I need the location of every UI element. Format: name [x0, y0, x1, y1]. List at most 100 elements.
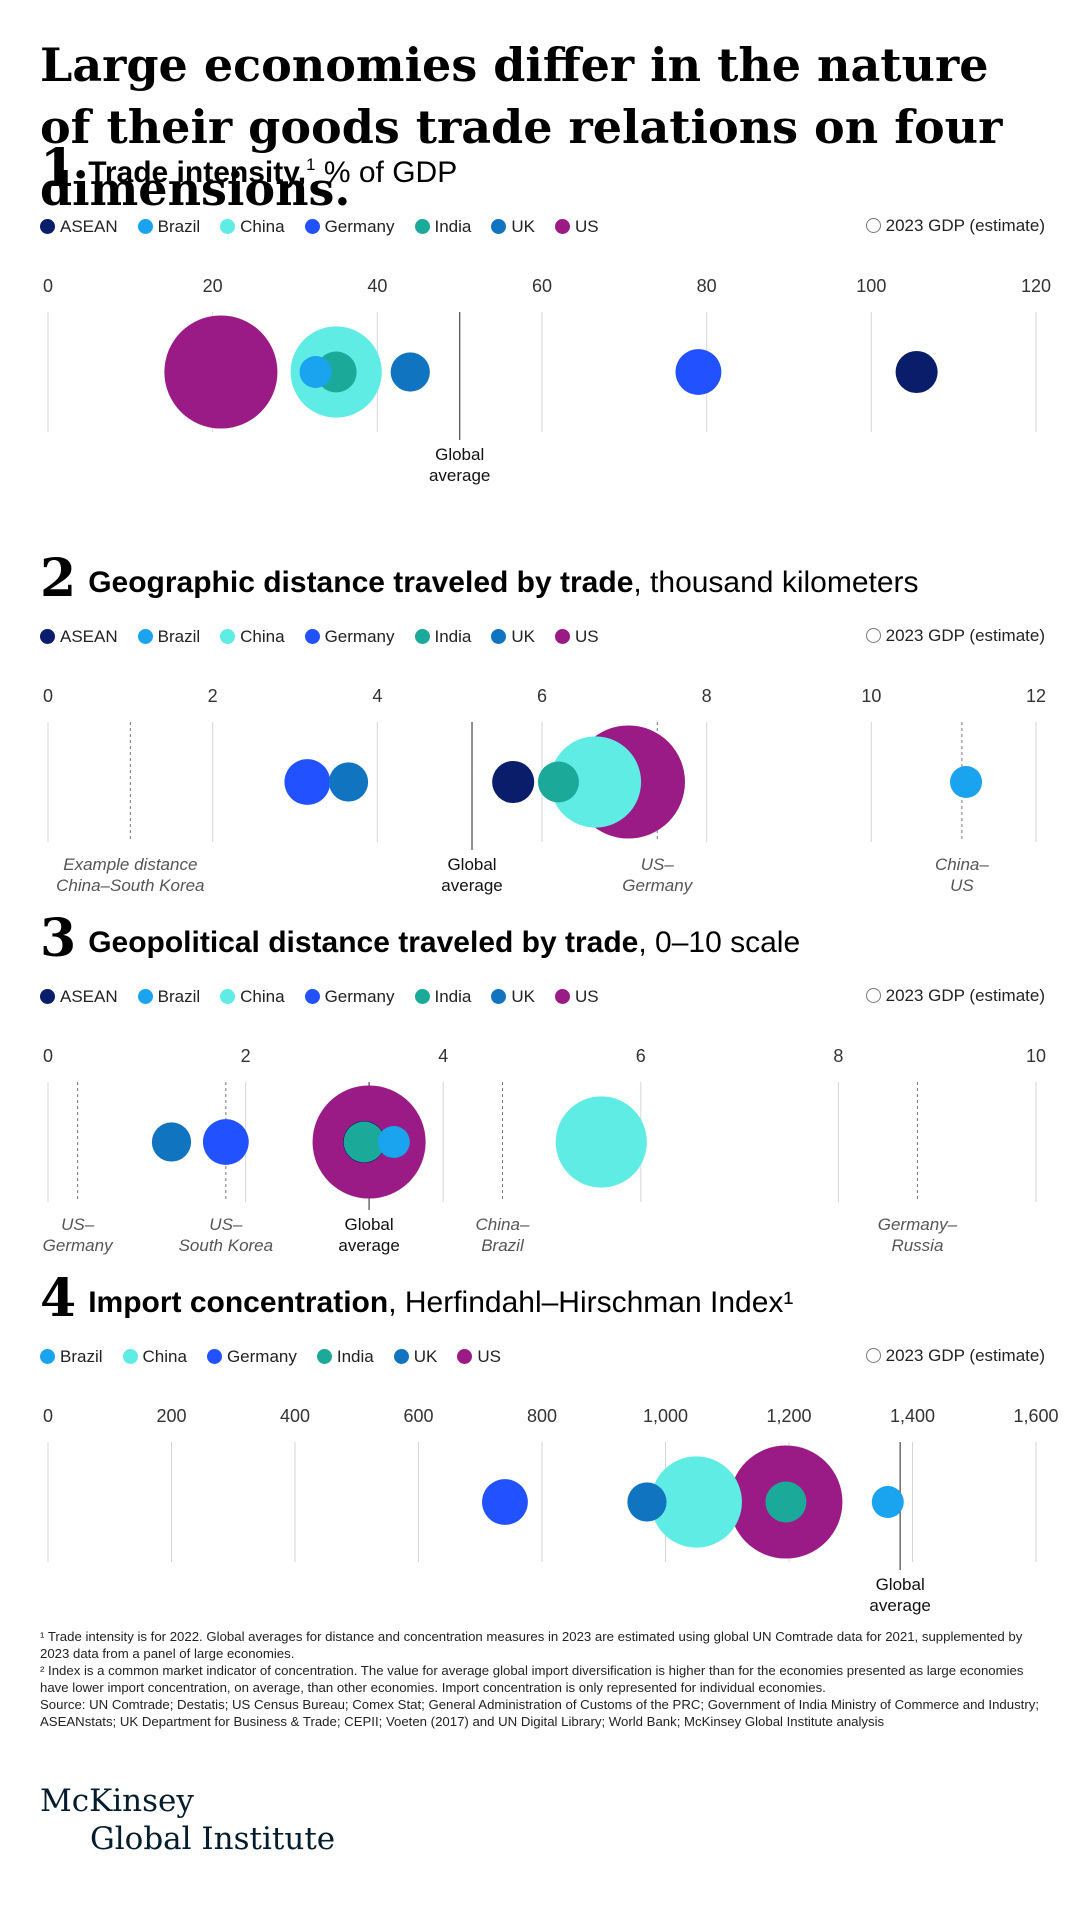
- global-average-label: Global: [447, 855, 496, 874]
- chart-geographic-distance: 0 2 4 6 8 10 12 Example distance China–South Kor…: [43, 686, 1046, 895]
- section-title-unit: % of GDP: [315, 156, 458, 189]
- legend-label: India: [336, 1346, 374, 1366]
- section-title-main: Import concentration: [88, 1286, 389, 1319]
- legend-swatch: [122, 1348, 138, 1364]
- footnotes: ¹ Trade intensity is for 2022. Global av…: [40, 1628, 1050, 1730]
- section-number: 1: [40, 138, 77, 199]
- reference-label: Germany: [43, 1236, 114, 1255]
- legend-label: Brazil: [157, 216, 201, 236]
- legend-label: ASEAN: [60, 216, 118, 236]
- legend-label: UK: [511, 986, 535, 1006]
- legend-swatch: [137, 628, 153, 644]
- legend: ASEAN Brazil China Germany India UK US 2023 GDP…: [40, 216, 1045, 242]
- legend-label: UK: [511, 626, 535, 646]
- bubble-germany: [202, 1119, 249, 1165]
- legend-swatch: [40, 988, 55, 1004]
- bubble-brazil: [377, 1125, 410, 1159]
- legend-swatch: [414, 218, 430, 234]
- reference-label: Example distance: [63, 855, 197, 874]
- legend-label: India: [434, 986, 472, 1006]
- tick-label: 1,200: [766, 1406, 811, 1426]
- tick-label: 1,000: [643, 1406, 688, 1426]
- legend-label: ASEAN: [60, 986, 118, 1006]
- tick-label: 0: [43, 276, 53, 296]
- legend-item-brazil: Brazil: [137, 627, 200, 647]
- tick-label: 2: [241, 1046, 251, 1066]
- legend-item-china: China: [220, 217, 285, 237]
- legend-gdp-label: 2023 GDP (estimate): [885, 986, 1045, 1005]
- legend-swatch: [40, 628, 55, 644]
- global-average-label: Global: [345, 1215, 394, 1234]
- legend-item-asean: ASEAN: [40, 217, 118, 237]
- reference-label: China–: [935, 855, 989, 874]
- tick-label: 20: [203, 276, 223, 296]
- section-number: 2: [40, 548, 77, 609]
- legend-swatch: [491, 218, 507, 234]
- legend-item-germany: Germany: [304, 217, 395, 237]
- legend-swatch: [491, 988, 507, 1004]
- chart-geopolitical-distance: 0 2 4 6 8 10 US– Germany US– South Korea Global ave…: [43, 1046, 1046, 1255]
- legend-item-uk: UK: [393, 1347, 437, 1367]
- legend-label: Germany: [226, 1346, 297, 1366]
- legend-item-germany: Germany: [304, 626, 395, 647]
- tick-label: 1,600: [1013, 1406, 1058, 1426]
- tick-label: 6: [537, 686, 547, 706]
- legend-swatch: [393, 1348, 409, 1364]
- tick-label: 2: [208, 686, 218, 706]
- legend-swatch: [304, 628, 320, 644]
- section-title-main: Trade intensity,: [88, 156, 307, 189]
- section-title: 1 Trade intensity,1 % of GDP: [40, 138, 458, 199]
- reference-label: US–: [641, 855, 675, 874]
- tick-label: 8: [702, 686, 712, 706]
- legend: Brazil China Germany India UK US 2023 GDP (est…: [40, 1346, 1045, 1372]
- legend-item-uk: UK: [491, 627, 535, 647]
- section-number: 4: [40, 1268, 77, 1329]
- legend: ASEAN Brazil China Germany India UK US 2023 GDP…: [40, 626, 1045, 652]
- legend-swatch: [304, 218, 320, 234]
- tick-label: 4: [372, 686, 382, 706]
- legend-item-uk: UK: [491, 987, 535, 1007]
- section-title-footnote-mark: 1: [306, 155, 316, 174]
- legend-item-india: India: [316, 1346, 374, 1367]
- reference-label: Russia: [891, 1236, 943, 1255]
- legend-swatch: [220, 218, 236, 234]
- reference-label: Germany: [622, 876, 693, 895]
- legend-label: US: [575, 626, 599, 646]
- bubble-asean: [895, 350, 938, 394]
- reference-label: US: [950, 876, 974, 895]
- legend-label: US: [575, 216, 599, 236]
- headline: Large economies differ in the nature of …: [40, 38, 1003, 216]
- legend-label: ASEAN: [60, 626, 118, 646]
- tick-label: 80: [697, 276, 717, 296]
- legend-gdp-size: 2023 GDP (estimate): [865, 986, 1045, 1006]
- legend-item-asean: ASEAN: [40, 627, 118, 647]
- tick-label: 200: [156, 1406, 186, 1426]
- legend-ring-icon: [865, 1348, 881, 1363]
- legend-label: Germany: [324, 626, 395, 646]
- legend-swatch: [220, 628, 236, 644]
- legend-item-china: China: [220, 626, 285, 647]
- mckinsey-logo: McKinsey Global Institute: [40, 1782, 335, 1858]
- legend-label: China: [240, 626, 285, 646]
- reference-label: China–: [476, 1215, 530, 1234]
- legend-swatch: [491, 628, 507, 644]
- legend-item-brazil: Brazil: [137, 987, 200, 1007]
- legend-gdp-label: 2023 GDP (estimate): [885, 216, 1045, 235]
- section-title-unit: , Herfindahl–Hirschman Index¹: [388, 1286, 794, 1319]
- reference-label: US–: [61, 1215, 95, 1234]
- legend-swatch: [555, 628, 570, 644]
- legend-item-china: China: [220, 987, 285, 1007]
- tick-label: 8: [833, 1046, 843, 1066]
- legend-swatch: [137, 218, 153, 234]
- bubble-germany: [482, 1479, 528, 1525]
- bubble-germany: [675, 349, 722, 395]
- legend-item-brazil: Brazil: [40, 1347, 103, 1367]
- logo-line-2: Global Institute: [90, 1821, 336, 1857]
- legend-swatch: [220, 988, 236, 1004]
- legend-item-brazil: Brazil: [137, 216, 201, 237]
- bubble-uk: [627, 1482, 667, 1522]
- legend-ring-icon: [865, 988, 881, 1003]
- legend-item-india: India: [414, 217, 471, 237]
- legend-swatch: [40, 1348, 55, 1364]
- legend-item-us: US: [555, 217, 599, 237]
